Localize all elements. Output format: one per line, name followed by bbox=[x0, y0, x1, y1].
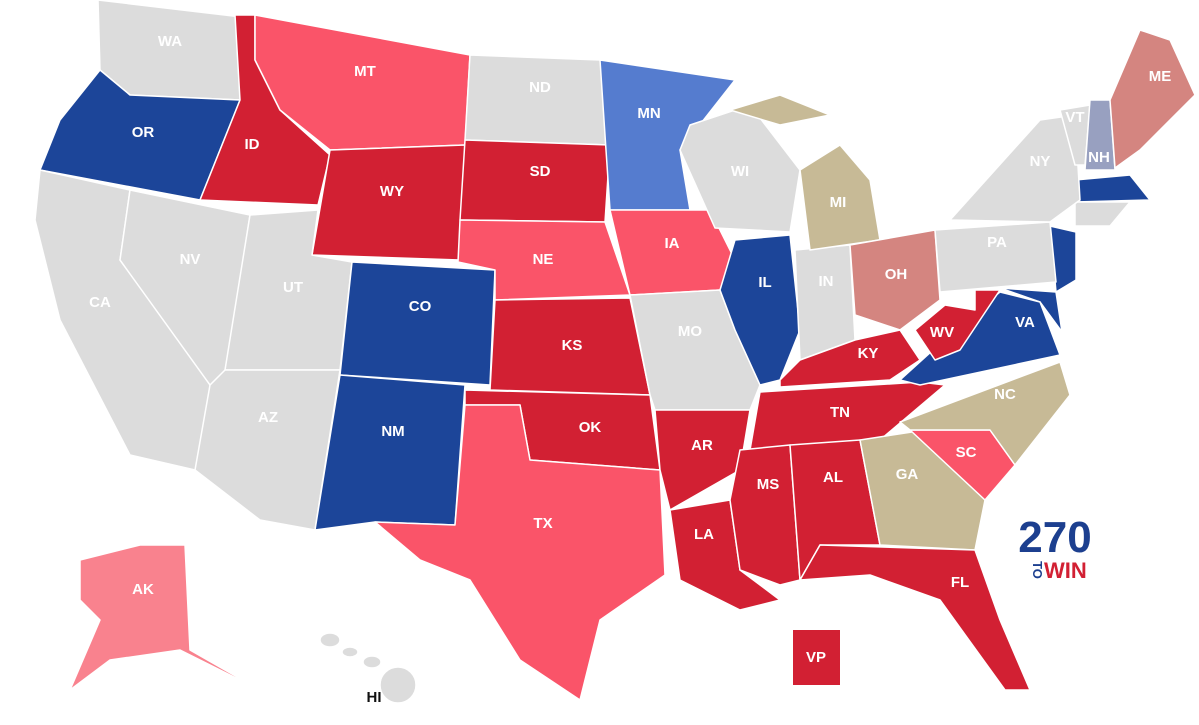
state-label: OR bbox=[132, 124, 155, 141]
state-label: CO bbox=[409, 298, 432, 315]
state-label: WA bbox=[158, 33, 182, 50]
state-shape bbox=[69, 544, 261, 691]
state-label: KS bbox=[562, 337, 583, 354]
labels-layer: WA OR CA NV ID MT WY UT AZ CO NM ND SD NE KS OK TX MN IA MO… bbox=[89, 33, 1171, 706]
state-label: UT bbox=[283, 279, 303, 296]
state-label: OH bbox=[885, 266, 908, 283]
state-label: MN bbox=[637, 105, 660, 122]
state-shape bbox=[599, 59, 736, 211]
state-shape bbox=[339, 261, 496, 386]
logo-win: WIN bbox=[1044, 558, 1087, 583]
state-label: MT bbox=[354, 63, 376, 80]
state-label: GA bbox=[896, 466, 919, 483]
state-shape bbox=[914, 289, 1001, 361]
state-label: HI bbox=[367, 689, 382, 706]
state-shape bbox=[849, 229, 941, 331]
state-label: ME bbox=[1149, 68, 1172, 85]
state-label: CA bbox=[89, 294, 111, 311]
state-shape bbox=[1074, 201, 1131, 227]
state-label: AL bbox=[823, 469, 843, 486]
state-shape bbox=[899, 361, 1071, 466]
state-shape bbox=[719, 234, 801, 386]
state-shape bbox=[779, 329, 921, 388]
state-shape bbox=[999, 287, 1063, 333]
state-shape bbox=[459, 139, 611, 223]
state-shape bbox=[379, 666, 417, 704]
state-label: WI bbox=[731, 163, 749, 180]
state-label: ND bbox=[529, 79, 551, 96]
state-label: SC bbox=[956, 444, 977, 461]
state-shape bbox=[374, 404, 666, 701]
state-label: SD bbox=[530, 163, 551, 180]
state-label: AK bbox=[132, 581, 154, 598]
state-label: PA bbox=[987, 234, 1007, 251]
state-label: TX bbox=[533, 515, 552, 532]
state-shape bbox=[311, 144, 466, 261]
state-label: ID bbox=[245, 136, 260, 153]
state-shape bbox=[789, 439, 881, 581]
state-label: NM bbox=[381, 423, 404, 440]
state-shape bbox=[1074, 174, 1151, 203]
state-label: VP bbox=[806, 649, 826, 666]
state-label: WY bbox=[380, 183, 404, 200]
logo-to: TO bbox=[1030, 561, 1045, 579]
logo: 270 TO WIN bbox=[1018, 513, 1091, 583]
state-label: TN bbox=[830, 404, 850, 421]
state-shape bbox=[949, 114, 1081, 223]
state-label: AZ bbox=[258, 409, 278, 426]
state-shape bbox=[934, 221, 1057, 293]
state-label: FL bbox=[951, 574, 969, 591]
logo-number: 270 bbox=[1018, 513, 1091, 562]
state-label: MI bbox=[830, 194, 847, 211]
state-shape bbox=[729, 94, 881, 251]
state-shape bbox=[314, 374, 466, 531]
state-shape bbox=[319, 632, 341, 648]
state-label: OK bbox=[579, 419, 602, 436]
state-label: IA bbox=[665, 235, 680, 252]
state-shape bbox=[362, 655, 382, 669]
state-shape bbox=[749, 381, 946, 451]
state-label: NH bbox=[1088, 149, 1110, 166]
state-label: WV bbox=[930, 324, 954, 341]
state-shape bbox=[729, 444, 801, 586]
states-layer bbox=[34, 0, 1196, 704]
state-label: NV bbox=[180, 251, 201, 268]
state-shape bbox=[654, 409, 751, 511]
state-label: IL bbox=[758, 274, 771, 291]
state-label: KY bbox=[858, 345, 879, 362]
state-shape bbox=[1109, 29, 1196, 169]
state-label: VA bbox=[1015, 314, 1035, 331]
state-shape bbox=[341, 646, 359, 658]
state-label: MO bbox=[678, 323, 702, 340]
state-label: NY bbox=[1030, 153, 1051, 170]
state-label: VT bbox=[1065, 109, 1084, 126]
state-shape bbox=[799, 544, 1031, 691]
state-label: LA bbox=[694, 526, 714, 543]
state-label: NC bbox=[994, 386, 1016, 403]
state-shape bbox=[97, 0, 251, 101]
state-label: MS bbox=[757, 476, 780, 493]
state-label: IN bbox=[819, 273, 834, 290]
state-label: AR bbox=[691, 437, 713, 454]
state-shape bbox=[793, 630, 840, 685]
state-shape bbox=[464, 54, 611, 146]
state-label: NE bbox=[533, 251, 554, 268]
state-shape bbox=[1084, 99, 1116, 171]
